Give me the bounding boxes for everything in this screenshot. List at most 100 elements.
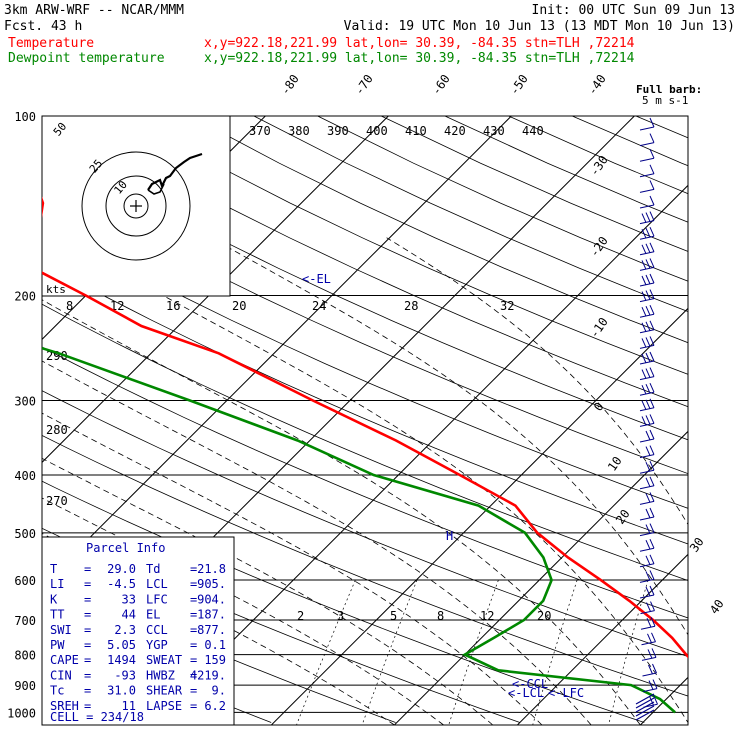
pressure-tick-label: 300 [14,395,36,409]
isotherm-label: -40 [585,72,609,98]
wind-barb-flag [649,164,655,175]
parcel-label: LFC [146,592,168,606]
parcel-value: -4.5 [107,577,136,591]
wind-barb-staff [639,407,655,412]
wind-barb-staff [639,251,655,256]
wind-barb-flag [645,446,651,456]
wind-barb-flag [641,275,647,286]
parcel-label: CIN [50,668,72,682]
wind-barb-flag [645,352,651,363]
parcel-value: 0.1 [204,638,226,652]
lfc-marker: <-LFC [548,686,584,700]
wind-barb-flag [645,321,651,332]
theta-label: 410 [405,124,427,138]
parcel-value: 44 [122,608,136,622]
parcel-label: SWEAT [146,653,182,667]
parcel-label: LAPSE [146,699,182,713]
parcel-value: 31.0 [107,684,136,698]
wind-barb-staff [639,485,655,490]
hodograph-trace [147,152,203,191]
wind-barb-staff [639,313,655,318]
theta-label: 420 [444,124,466,138]
parcel-label: T [50,562,57,576]
mixing-ratio-label: 20 [537,609,551,623]
left-theta-label: 280 [46,423,68,437]
parcel-label: SREH [50,699,79,713]
mixing-ratio-line [448,579,499,725]
wind-barb [639,164,655,178]
theta-label: 380 [288,124,310,138]
wind-barb-staff [639,157,655,162]
hodograph-ring-middle [105,175,167,237]
wind-barb [639,148,655,162]
wind-barb-staff [639,188,655,193]
wind-barb [639,242,655,256]
theta-label: 440 [522,124,544,138]
parcel-equals: = [190,638,197,652]
parcel-equals: = [84,608,91,622]
dry-adiabat [42,303,688,581]
parcel-equals: = [190,668,197,682]
parcel-equals: = [84,562,91,576]
wind-barb [641,632,656,646]
pressure-tick-label: 200 [14,290,36,304]
hodograph-ring-outer [81,151,191,261]
wind-barb [639,414,655,427]
wind-barb-staff [639,220,655,225]
wind-barb-flag [641,228,647,239]
wind-barb [639,460,655,474]
wind-barbs: Full barb: 5 m s-1 [635,83,702,721]
wind-barb-flag [649,554,655,565]
wind-barb-flag [649,273,655,284]
wind-barb-flag [649,242,655,253]
wind-barb-flag [649,180,655,190]
dry-adiabat [190,116,688,344]
wind-barb-staff [639,204,655,209]
wind-barb-flag [641,416,647,426]
parcel-value: 11 [122,699,136,713]
hodograph-ring-inner [123,193,149,219]
wind-barb-flag [645,337,651,347]
dewpoint-profile [42,346,676,714]
wind-barb-flag [649,367,655,377]
wind-barb-staff [639,329,655,334]
dry-adiabat [42,346,688,619]
isotherm-line [517,553,688,725]
wind-barb-staff [639,594,655,599]
wind-barb [639,538,655,552]
parcel-label: Tc [50,684,64,698]
isotherm-label: 10 [605,454,625,474]
parcel-label: LCL [146,577,168,591]
mixing-ratio-label: 12 [480,609,494,623]
wind-barb-staff [639,360,655,365]
dry-adiabat [126,116,688,375]
theta-label: 370 [249,124,271,138]
wind-barb [639,585,655,599]
moist-adiabat [42,412,543,725]
parcel-value: 905. [197,577,226,591]
wind-barb-flag [647,633,652,644]
dry-adiabat [444,116,688,223]
wind-barb-staff [639,235,655,240]
parcel-equals: = [190,562,197,576]
parcel-value: 187. [197,608,226,622]
parcel-label: CCL [146,623,168,637]
theta-label: 390 [327,124,349,138]
temperature-profile [42,196,688,659]
parcel-equals: = [84,623,91,637]
wind-barb-flag [649,226,655,237]
wind-barb [639,133,655,147]
parcel-value: 904. [197,592,226,606]
isotherm-label: 30 [687,535,707,555]
wind-barb [639,258,655,271]
mixing-ratio-line [361,579,418,725]
wind-barb-surface [635,693,655,705]
wind-barb-flag [649,258,655,268]
wind-barb-flag [653,694,658,705]
init-time: Init: 00 UTC Sun 09 Jun 13 [532,3,736,18]
wind-barb-staff [639,344,655,349]
wind-barb-flag [645,290,651,300]
parcel-info-box [41,536,235,726]
parcel-label: SHEAR [146,684,183,698]
wind-barb [639,211,655,225]
